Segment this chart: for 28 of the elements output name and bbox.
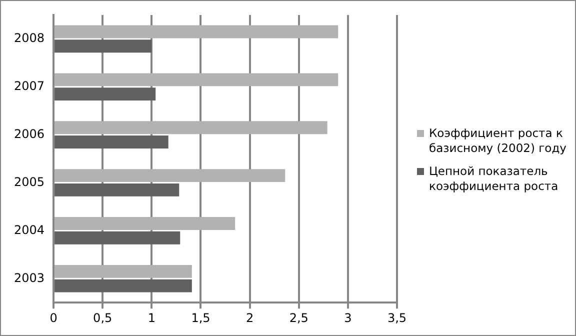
bar bbox=[54, 121, 328, 134]
x-tick-label: 0,5 bbox=[93, 310, 112, 325]
x-tick-label: 2,5 bbox=[289, 310, 308, 325]
x-tick-label: 3 bbox=[344, 310, 352, 325]
y-tick-label: 2008 bbox=[14, 31, 45, 46]
bar bbox=[54, 73, 338, 86]
bar bbox=[54, 217, 236, 230]
y-tick-label: 2004 bbox=[14, 222, 45, 237]
y-tick-label: 2005 bbox=[14, 174, 45, 189]
bar bbox=[54, 231, 180, 244]
x-tick-label: 1 bbox=[148, 310, 156, 325]
legend-label: Цепной показатель коэффициента роста bbox=[429, 164, 560, 194]
x-tick-label: 0 bbox=[50, 310, 58, 325]
bar bbox=[54, 264, 192, 278]
y-tick-label: 2006 bbox=[14, 126, 45, 141]
y-tick-label: 2003 bbox=[14, 270, 45, 285]
bar bbox=[54, 25, 338, 38]
legend-label: Коэффициент роста к базисному (2002) году bbox=[429, 126, 568, 156]
x-tick-label: 3,5 bbox=[387, 310, 407, 325]
bar bbox=[54, 183, 180, 196]
x-tick-label: 1,5 bbox=[191, 310, 210, 325]
bar bbox=[54, 279, 192, 292]
y-tick-label: 2007 bbox=[14, 79, 45, 94]
bar bbox=[54, 40, 152, 53]
bar bbox=[54, 88, 156, 101]
bar bbox=[54, 169, 286, 182]
x-tick-label: 2 bbox=[246, 310, 254, 325]
bar bbox=[54, 136, 168, 148]
